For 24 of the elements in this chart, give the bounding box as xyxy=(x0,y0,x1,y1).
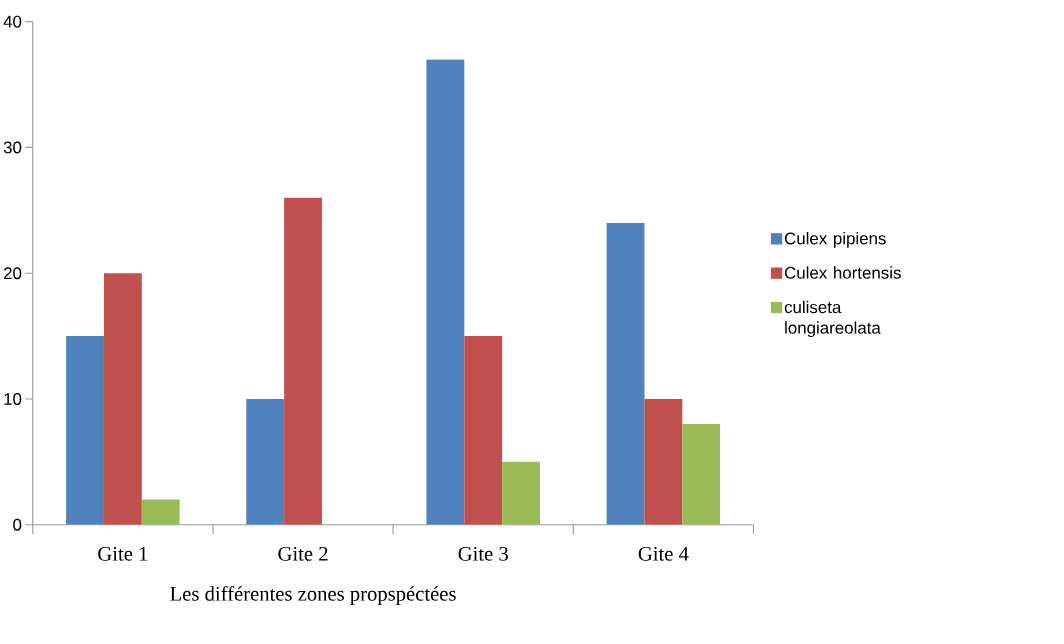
legend-label: Culex hortensis xyxy=(784,266,901,279)
legend-label: Culex pipiens xyxy=(784,231,886,248)
bar xyxy=(284,197,322,525)
bar xyxy=(502,461,540,525)
bar xyxy=(103,273,142,525)
y-tick-label: 30 xyxy=(3,141,22,154)
x-tick-label: Gite 3 xyxy=(458,546,508,561)
bar xyxy=(644,398,683,525)
bar xyxy=(426,59,465,525)
x-tick-label: Gite 2 xyxy=(278,546,328,561)
bar xyxy=(66,335,104,525)
x-tick-label: Gite 1 xyxy=(98,546,148,561)
x-tick-label: Gite 4 xyxy=(638,546,689,561)
bar xyxy=(682,423,721,525)
bar xyxy=(246,398,285,525)
y-tick-label: 0 xyxy=(13,518,22,531)
y-tick-label: 40 xyxy=(3,15,22,28)
legend-label: culiseta longiareolata xyxy=(784,300,881,337)
bar xyxy=(606,222,645,525)
y-tick-label: 20 xyxy=(3,267,22,279)
y-tick-label: 10 xyxy=(4,392,22,405)
x-axis-title: Les différentes zones propspéctées xyxy=(170,585,456,605)
bar xyxy=(141,499,180,525)
bar xyxy=(464,335,503,525)
